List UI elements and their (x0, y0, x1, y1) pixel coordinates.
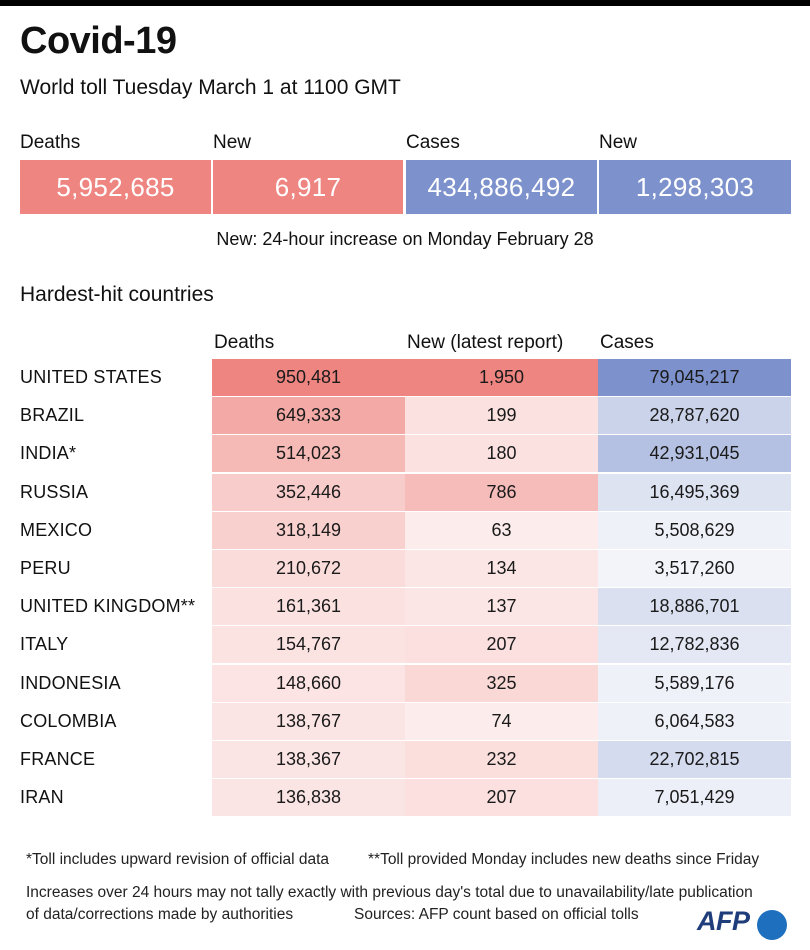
sources: Sources: AFP count based on official tol… (354, 906, 639, 923)
cases-cell: 79,045,217 (598, 359, 791, 396)
country-label: FRANCE (20, 749, 96, 769)
afp-logo: AFP (697, 906, 750, 936)
table-row: ITALY 154,767 207 12,782,836 (0, 626, 810, 664)
deaths-cell: 148,660 (212, 664, 405, 702)
table-row: INDONESIA 148,660 325 5,589,176 (0, 664, 810, 703)
column-header-new: New (latest report) (407, 332, 564, 353)
column-header-cases: Cases (600, 332, 654, 353)
footnote-disclaimer: Increases over 24 hours may not tally ex… (26, 884, 753, 901)
new-deaths-cell: 786 (405, 473, 598, 511)
table-row: FRANCE 138,367 232 22,702,815 (0, 741, 810, 779)
new-deaths-cell: 137 (405, 588, 598, 626)
cases-cell: 6,064,583 (598, 702, 791, 740)
cases-cell: 5,589,176 (598, 664, 791, 702)
new-deaths-cell: 63 (405, 511, 598, 549)
table-row: BRAZIL 649,333 199 28,787,620 (0, 397, 810, 435)
summary-new-cases-value: 1,298,303 (635, 171, 755, 202)
deaths-cell: 950,481 (212, 359, 405, 396)
country-label: IRAN (20, 787, 64, 808)
globe-icon (757, 910, 787, 940)
table-row: COLOMBIA 138,767 74 6,064,583 (0, 702, 810, 741)
section-title: Hardest-hit countries (20, 283, 214, 306)
cases-cell: 22,702,815 (598, 741, 791, 778)
country-label: BRAZIL (20, 405, 85, 426)
new-deaths-cell: 74 (405, 702, 598, 740)
footnote-india: *Toll includes upward revision of offici… (26, 851, 329, 868)
deaths-cell: 210,672 (212, 550, 405, 587)
cases-cell: 42,931,045 (598, 435, 791, 473)
cases-cell: 7,051,429 (598, 779, 791, 817)
country-label: UNITED STATES (20, 367, 162, 387)
footnote-disclaimer-cont: of data/corrections made by authorities (26, 906, 294, 923)
deaths-cell: 138,367 (212, 741, 405, 778)
top-rule (0, 0, 810, 6)
table-row: PERU 210,672 134 3,517,260 (0, 550, 810, 588)
summary-divider (597, 160, 599, 214)
country-label: UNITED KINGDOM** (20, 596, 196, 617)
new-deaths-cell: 207 (405, 626, 598, 664)
country-label: COLOMBIA (20, 710, 117, 731)
summary-new-deaths-value: 6,917 (274, 171, 342, 202)
summary-new-deaths-label: New (213, 132, 252, 153)
summary-cases-label: Cases (406, 132, 460, 153)
country-label: MEXICO (20, 519, 93, 540)
new-deaths-cell: 325 (405, 664, 598, 702)
deaths-cell: 649,333 (212, 397, 405, 435)
new-deaths-cell: 1,950 (405, 359, 598, 396)
deaths-cell: 318,149 (212, 511, 405, 549)
cases-cell: 18,886,701 (598, 588, 791, 626)
cases-cell: 5,508,629 (598, 511, 791, 549)
new-deaths-cell: 199 (405, 397, 598, 435)
footnote-uk: **Toll provided Monday includes new deat… (368, 851, 760, 868)
cases-cell: 28,787,620 (598, 397, 791, 435)
summary-note: New: 24-hour increase on Monday February… (216, 229, 594, 249)
summary-deaths-value: 5,952,685 (56, 171, 175, 202)
cases-cell: 3,517,260 (598, 550, 791, 587)
table-row: MEXICO 318,149 63 5,508,629 (0, 511, 810, 550)
country-label: INDONESIA (20, 672, 121, 693)
new-deaths-cell: 180 (405, 435, 598, 473)
cases-cell: 16,495,369 (598, 473, 791, 511)
summary-deaths-label: Deaths (20, 132, 81, 153)
summary-new-cases-label: New (599, 132, 638, 153)
deaths-cell: 136,838 (212, 779, 405, 817)
deaths-cell: 161,361 (212, 588, 405, 626)
new-deaths-cell: 207 (405, 779, 598, 817)
column-header-deaths: Deaths (214, 332, 275, 353)
table-row: INDIA* 514,023 180 42,931,045 (0, 435, 810, 473)
country-label: INDIA* (20, 443, 77, 464)
deaths-cell: 154,767 (212, 626, 405, 664)
summary-cases-value: 434,886,492 (427, 171, 576, 202)
new-deaths-cell: 134 (405, 550, 598, 587)
cases-cell: 12,782,836 (598, 626, 791, 664)
deaths-cell: 138,767 (212, 702, 405, 740)
table-row: UNITED KINGDOM** 161,361 137 18,886,701 (0, 588, 810, 626)
deaths-cell: 352,446 (212, 473, 405, 511)
page-title: Covid-19 (20, 20, 177, 62)
country-label: ITALY (20, 634, 69, 655)
deaths-cell: 514,023 (212, 435, 405, 473)
country-label: RUSSIA (20, 481, 89, 502)
table-row: IRAN 136,838 207 7,051,429 (0, 779, 810, 817)
summary-divider (211, 160, 213, 214)
country-label: PERU (20, 558, 71, 578)
table-row: UNITED STATES 950,481 1,950 79,045,217 (0, 359, 810, 397)
table-row: RUSSIA 352,446 786 16,495,369 (0, 473, 810, 512)
new-deaths-cell: 232 (405, 741, 598, 778)
page-subtitle: World toll Tuesday March 1 at 1100 GMT (20, 76, 401, 99)
